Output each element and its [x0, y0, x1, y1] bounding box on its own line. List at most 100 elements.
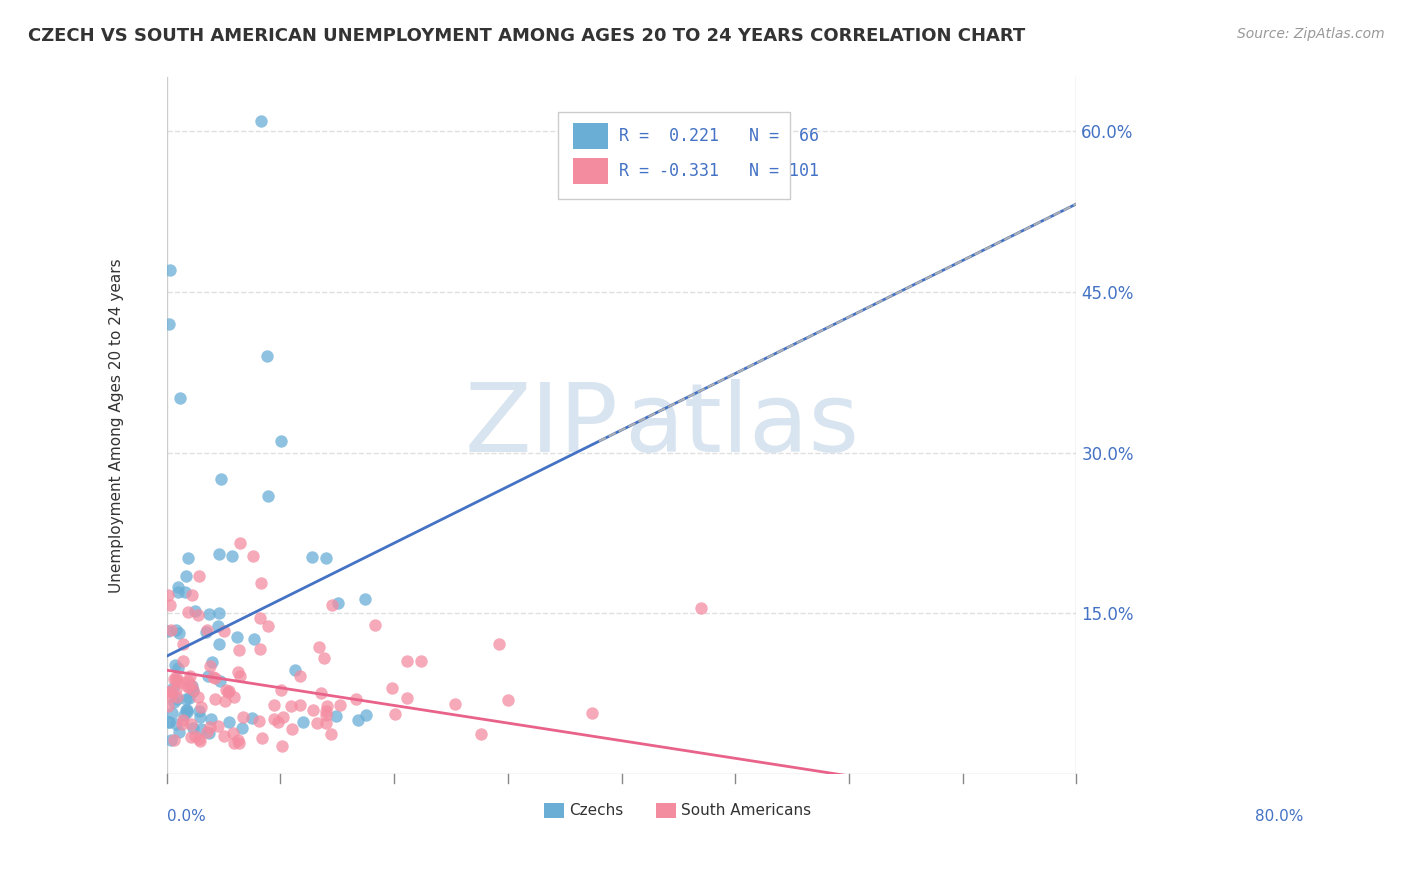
- Point: [308, 640, 330, 654]
- Point: [690, 601, 713, 615]
- Point: [225, 630, 247, 644]
- Point: [167, 725, 190, 739]
- Point: [249, 611, 271, 625]
- Text: atlas: atlas: [624, 379, 859, 472]
- Point: [187, 690, 209, 704]
- Point: [240, 711, 263, 725]
- Point: [315, 708, 337, 723]
- Point: [163, 695, 186, 709]
- Point: [187, 704, 209, 718]
- Point: [160, 684, 183, 698]
- Point: [232, 710, 254, 724]
- Point: [165, 673, 187, 688]
- Point: [159, 599, 181, 613]
- Point: [169, 391, 191, 405]
- Point: [181, 684, 204, 698]
- Point: [444, 698, 467, 712]
- Point: [488, 637, 510, 651]
- Point: [270, 434, 292, 448]
- Point: [198, 720, 221, 734]
- Point: [173, 585, 195, 599]
- Point: [169, 626, 191, 640]
- Point: [180, 717, 202, 731]
- Point: [187, 608, 209, 623]
- Point: [157, 715, 180, 730]
- Point: [159, 317, 181, 331]
- Point: [174, 692, 197, 706]
- Point: [157, 715, 180, 730]
- Point: [212, 729, 235, 743]
- Point: [302, 703, 325, 717]
- Point: [167, 660, 190, 674]
- Point: [396, 654, 419, 668]
- Point: [284, 664, 307, 678]
- Point: [329, 698, 352, 712]
- Point: [172, 654, 194, 668]
- Point: [188, 734, 211, 748]
- Point: [256, 350, 278, 364]
- Point: [156, 624, 179, 639]
- Point: [321, 598, 343, 612]
- Point: [190, 722, 212, 736]
- FancyBboxPatch shape: [574, 158, 607, 184]
- Point: [162, 681, 184, 695]
- Point: [201, 655, 224, 669]
- Point: [222, 726, 245, 740]
- Point: [176, 703, 198, 717]
- Text: CZECH VS SOUTH AMERICAN UNEMPLOYMENT AMONG AGES 20 TO 24 YEARS CORRELATION CHART: CZECH VS SOUTH AMERICAN UNEMPLOYMENT AMO…: [28, 27, 1025, 45]
- Point: [165, 670, 187, 684]
- Point: [180, 678, 202, 692]
- Point: [326, 596, 349, 610]
- Point: [218, 715, 240, 730]
- Point: [226, 665, 249, 679]
- Point: [179, 690, 201, 705]
- Point: [184, 604, 207, 618]
- Point: [249, 641, 271, 656]
- Point: [188, 710, 211, 724]
- Point: [207, 606, 229, 620]
- Point: [249, 114, 271, 128]
- Point: [396, 690, 419, 705]
- Point: [163, 733, 186, 747]
- Point: [204, 671, 226, 685]
- FancyBboxPatch shape: [574, 123, 607, 149]
- Text: R = -0.331   N = 101: R = -0.331 N = 101: [619, 161, 818, 180]
- Point: [165, 623, 187, 637]
- Point: [160, 689, 183, 703]
- Point: [354, 708, 377, 723]
- Point: [290, 698, 312, 712]
- Point: [188, 569, 211, 583]
- Point: [242, 549, 264, 563]
- Point: [263, 712, 285, 726]
- Point: [207, 719, 229, 733]
- Point: [292, 714, 315, 729]
- Point: [257, 489, 280, 503]
- Point: [159, 623, 181, 637]
- Point: [177, 680, 200, 694]
- Point: [208, 547, 231, 561]
- Point: [364, 618, 387, 632]
- Point: [166, 673, 188, 688]
- Point: [271, 710, 294, 724]
- Point: [163, 673, 186, 687]
- Point: [208, 638, 231, 652]
- Point: [215, 683, 238, 698]
- Point: [173, 707, 195, 722]
- Point: [170, 717, 193, 731]
- Point: [226, 732, 249, 747]
- Point: [354, 592, 377, 607]
- Point: [204, 691, 226, 706]
- Text: Source: ZipAtlas.com: Source: ZipAtlas.com: [1237, 27, 1385, 41]
- Point: [496, 692, 519, 706]
- Text: 0.0%: 0.0%: [167, 809, 205, 824]
- Point: [243, 632, 266, 647]
- Point: [280, 723, 302, 737]
- Point: [194, 625, 217, 640]
- Point: [172, 713, 194, 727]
- Point: [167, 584, 190, 599]
- Point: [309, 686, 332, 700]
- Point: [224, 690, 246, 704]
- Point: [250, 731, 273, 746]
- Point: [411, 654, 433, 668]
- Point: [263, 698, 285, 713]
